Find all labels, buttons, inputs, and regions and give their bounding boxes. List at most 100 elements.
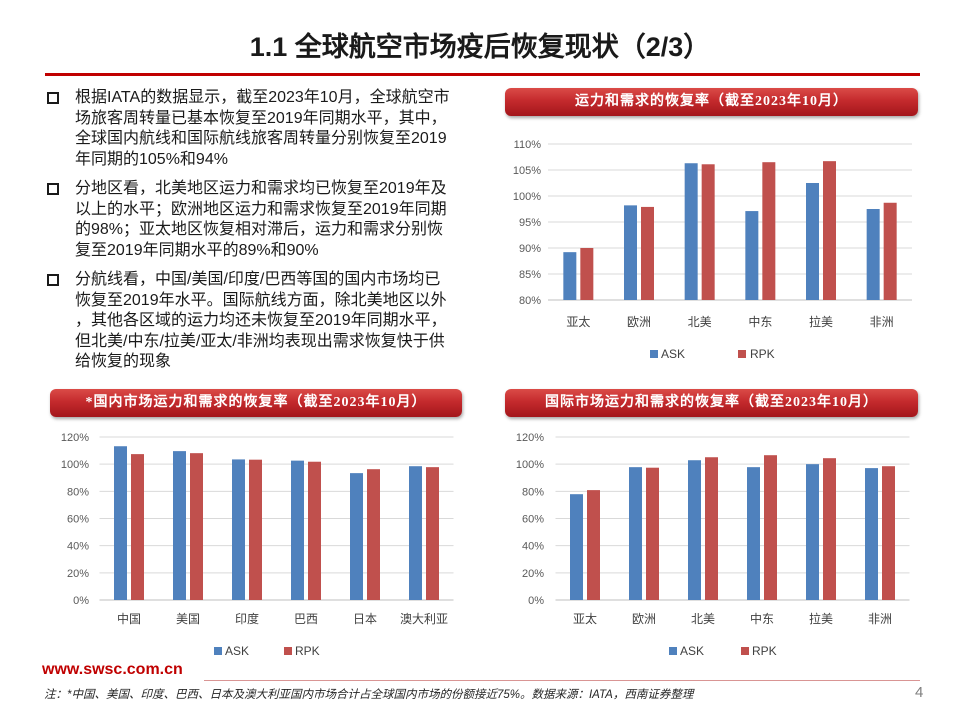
y-tick-label-0: 0% [528,595,544,607]
rpk-bar-2 [249,459,262,600]
rpk-bar-2 [705,457,718,600]
bullet-text: 根据IATA的数据显示，截至2023年10月，全球航空市 场旅客周转量已基本恢复… [75,88,450,170]
x-tick-label-3: 巴西 [294,612,318,626]
y-tick-label-4: 80% [67,486,89,498]
y-tick-label-5: 105% [513,165,541,177]
ask-bar-0 [563,252,577,300]
rpk-bar-1 [646,467,659,600]
chart-title-banner-capacity-demand: 运力和需求的恢复率（截至2023年10月） [505,88,918,116]
rpk-bar-2 [701,164,715,300]
capacity-demand-recovery-chart: 80% 85% 90% 95% 100% 105% 110% 亚太 欧洲 北美 中东 拉美 非洲 ASK R… [513,139,912,361]
rpk-bar-0 [580,248,594,300]
rpk-bar-0 [131,454,144,600]
ask-bar-5 [866,209,880,300]
legend-swatch-rpk [738,350,746,358]
y-tick-label-2: 40% [67,541,89,553]
legend-swatch-ask [214,647,222,655]
bullet-line: 分航线看，中国/美国/印度/巴西等国的国内市场均已 [75,271,441,288]
x-tick-label-1: 美国 [176,612,200,626]
y-tick-label-3: 60% [522,514,544,526]
x-tick-label-2: 印度 [235,611,259,626]
title-divider [45,73,920,76]
rpk-bar-1 [641,206,654,300]
legend-label-rpk: RPK [295,644,320,658]
bullet-text: 分地区看，北美地区运力和需求均已恢复至2019年及 以上的水平；欧洲地区运力和需… [75,179,447,261]
bullet-line: 的98%；亚太地区恢复相对滞后，运力和需求分别恢 [75,221,444,238]
y-tick-label-2: 90% [519,243,541,255]
hollow-square-bullet-icon [47,274,59,286]
rpk-bar-5 [883,202,897,300]
ask-bar-1 [629,467,642,600]
ask-bar-3 [747,467,760,600]
rpk-bar-5 [882,466,895,600]
ask-bar-2 [232,459,245,600]
rpk-bar-0 [587,490,600,600]
ask-bar-3 [291,460,304,600]
y-tick-label-6: 120% [516,432,544,444]
x-tick-label-1: 欧洲 [627,315,651,329]
ask-bar-5 [409,466,422,600]
x-tick-label-5: 非洲 [868,612,892,626]
footer-divider [204,680,920,681]
y-tick-label-1: 85% [519,269,541,281]
bullet-item-2: 分地区看，北美地区运力和需求均已恢复至2019年及 以上的水平；欧洲地区运力和需… [47,179,487,261]
y-tick-label-0: 80% [519,295,541,307]
ask-bar-4 [806,464,819,600]
legend-swatch-rpk [284,647,292,655]
bullet-line: 复至2019年同期水平的89%和90% [75,241,319,259]
x-tick-label-1: 欧洲 [632,612,656,626]
rpk-bar-3 [308,461,321,600]
bullet-line: 以上的水平；欧洲地区运力和需求恢复至2019年同期 [75,200,447,218]
bullet-line: ，其他各区域的运力均还未恢复至2019年同期水平， [75,312,447,329]
ask-bar-0 [114,446,127,600]
y-tick-label-4: 100% [513,191,541,203]
chart-title-banner-domestic: *国内市场运力和需求的恢复率（截至2023年10月） [50,389,462,417]
bullet-line: 根据IATA的数据显示，截至2023年10月，全球航空市 [75,89,450,106]
x-tick-label-2: 北美 [691,612,715,626]
ask-bar-3 [745,211,759,300]
y-tick-label-3: 95% [519,217,541,229]
hollow-square-bullet-icon [47,92,59,104]
bullet-text: 分航线看，中国/美国/印度/巴西等国的国内市场均已 恢复至2019年水平。国际航… [75,270,447,373]
ask-bar-1 [173,451,186,600]
website-url: www.swsc.com.cn [42,661,183,678]
x-tick-label-5: 非洲 [870,315,894,329]
bullet-line: 恢复至2019年水平。国际航线方面，除北美地区以外 [75,291,447,309]
x-tick-label-0: 亚太 [566,314,590,329]
bullet-line: 分地区看，北美地区运力和需求均已恢复至2019年及 [75,180,447,197]
rpk-bar-3 [762,162,776,300]
ask-bar-1 [624,205,637,300]
x-tick-label-0: 亚太 [573,611,597,626]
bullet-list: 根据IATA的数据显示，截至2023年10月，全球航空市 场旅客周转量已基本恢复… [47,88,487,382]
x-tick-label-0: 中国 [117,611,141,626]
legend-label-rpk: RPK [752,644,777,658]
y-tick-label-5: 100% [61,459,89,471]
chart-title-banner-international: 国际市场运力和需求的恢复率（截至2023年10月） [505,389,918,417]
y-tick-label-1: 20% [67,568,89,580]
rpk-bar-4 [823,458,836,600]
legend-swatch-ask [650,350,658,358]
bullet-item-1: 根据IATA的数据显示，截至2023年10月，全球航空市 场旅客周转量已基本恢复… [47,88,487,170]
legend-label-rpk: RPK [750,347,775,361]
rpk-bar-5 [426,467,439,600]
y-tick-label-3: 60% [67,514,89,526]
legend-label-ask: ASK [225,644,249,658]
ask-bar-2 [688,460,701,600]
ask-bar-0 [570,494,583,600]
x-tick-label-4: 拉美 [809,611,833,626]
x-tick-label-3: 中东 [748,314,772,329]
ask-bar-4 [806,183,819,300]
bullet-line: 给恢复的现象 [75,353,172,370]
y-tick-label-2: 40% [522,541,544,553]
ask-bar-5 [865,468,878,600]
legend-swatch-rpk [741,647,749,655]
bullet-line: 但北美/中东/拉美/亚太/非洲均表现出需求恢复快于供 [75,332,445,350]
rpk-bar-1 [190,453,203,600]
y-tick-label-5: 100% [516,459,544,471]
x-tick-label-5: 澳大利亚 [400,612,448,626]
x-tick-label-3: 中东 [750,611,774,626]
rpk-bar-4 [823,161,836,300]
y-tick-label-6: 110% [514,139,542,151]
domestic-market-recovery-chart: 0% 20% 40% 60% 80% 100% 120% 中国 美国 印度 巴西 日本 澳大利亚 ASK R… [61,432,454,658]
x-tick-label-4: 拉美 [809,314,833,329]
